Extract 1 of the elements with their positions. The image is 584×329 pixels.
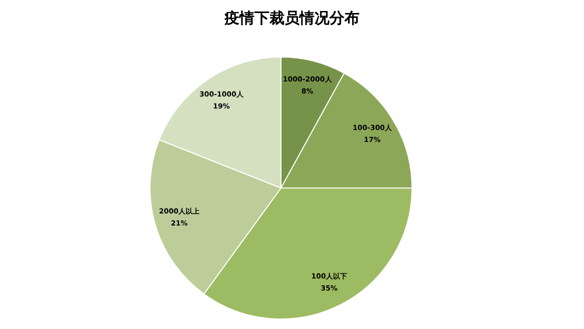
chart-title: 疫情下裁员情况分布	[224, 9, 360, 27]
